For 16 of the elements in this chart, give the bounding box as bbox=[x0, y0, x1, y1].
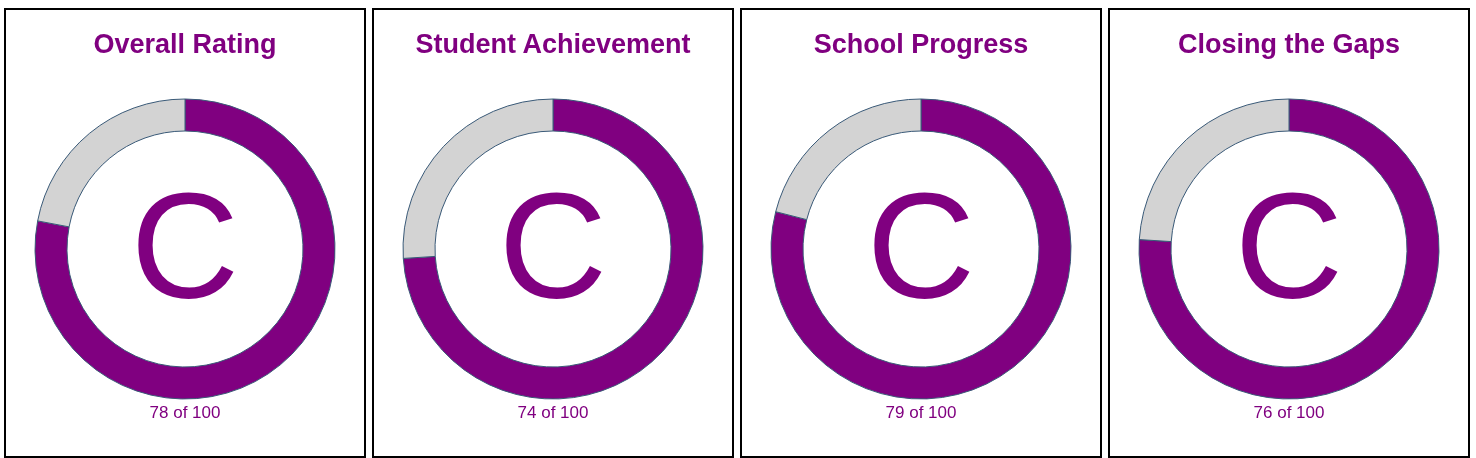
donut-slice bbox=[34, 98, 336, 400]
chart-title: Closing the Gaps bbox=[1177, 29, 1401, 59]
donut-slice bbox=[402, 98, 704, 400]
text: C bbox=[130, 162, 240, 330]
chart-title: School Progress bbox=[813, 29, 1029, 59]
donut-slice bbox=[770, 98, 1072, 400]
text: 76 of 100 bbox=[1253, 403, 1325, 422]
chart-title: Overall Rating bbox=[93, 29, 277, 59]
text: C bbox=[866, 162, 976, 330]
donut-slice bbox=[1138, 98, 1440, 400]
text: C bbox=[1234, 162, 1344, 330]
text: 78 of 100 bbox=[149, 403, 221, 422]
text: 74 of 100 bbox=[517, 403, 589, 422]
text: C bbox=[498, 162, 608, 330]
text: 79 of 100 bbox=[885, 403, 957, 422]
chart-title: Student Achievement bbox=[415, 29, 691, 59]
